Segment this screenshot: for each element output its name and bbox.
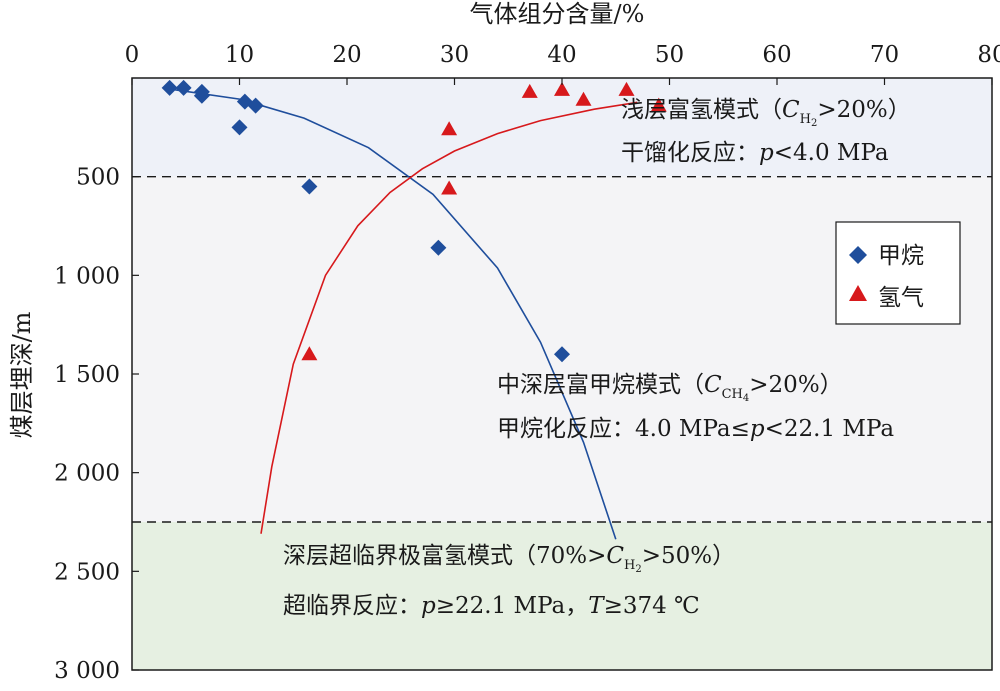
- y-axis-ticks: 500 1 000 1 500 2 000 2 500 3 000: [54, 165, 139, 684]
- x-tick-label: 50: [655, 42, 684, 68]
- x-tick-label: 0: [125, 42, 140, 68]
- y-tick-label: 500: [76, 165, 120, 191]
- shallow-zone-title: 浅层富氢模式（CH2>20%）: [621, 97, 911, 129]
- legend: 甲烷 氢气: [835, 221, 961, 325]
- hydrogen-data-point: [521, 83, 538, 98]
- x-tick-label: 10: [225, 42, 254, 68]
- legend-box: [835, 221, 961, 325]
- hydrogen-data-point: [618, 81, 635, 96]
- hydrogen-data-point: [441, 180, 458, 195]
- y-tick-label: 2 500: [54, 559, 120, 585]
- middle-zone-title: 中深层富甲烷模式（CCH4>20%）: [497, 372, 843, 404]
- deep-zone-background: [132, 522, 992, 670]
- methane-data-point: [231, 119, 248, 136]
- shallow-zone-reaction: 干馏化反应：p<4.0 MPa: [621, 140, 889, 166]
- hydrogen-trend-curve: [260, 101, 638, 534]
- legend-hydrogen-marker: [849, 285, 867, 301]
- shallow-zone-annotation: 浅层富氢模式（CH2>20%） 干馏化反应：p<4.0 MPa: [621, 97, 911, 166]
- y-tick-label: 1 500: [54, 362, 120, 388]
- hydrogen-data-point: [441, 121, 458, 136]
- y-axis-title: 煤层埋深/m: [8, 311, 36, 438]
- x-tick-label: 40: [547, 42, 576, 68]
- legend-methane-label: 甲烷: [878, 243, 924, 269]
- methane-data-point: [247, 97, 264, 114]
- hydrogen-data-point: [650, 97, 667, 112]
- middle-zone-reaction: 甲烷化反应：4.0 MPa≤p<22.1 MPa: [497, 416, 894, 442]
- x-tick-label: 70: [870, 42, 899, 68]
- legend-methane-marker: [849, 246, 867, 264]
- methane-data-point: [175, 79, 192, 96]
- hydrogen-data-point: [554, 81, 570, 96]
- hydrogen-data-point: [575, 91, 592, 106]
- deep-zone-annotation: 深层超临界极富氢模式（70%>CH2>50%） 超临界反应：p≥22.1 MPa…: [283, 543, 735, 619]
- deep-zone-reaction: 超临界反应：p≥22.1 MPa，T≥374 ℃: [283, 593, 700, 619]
- x-axis-ticks: 0 10 20 30 40 50 60 70 80: [125, 42, 1000, 85]
- methane-data-point: [161, 79, 178, 96]
- hydrogen-data-point: [301, 346, 318, 361]
- methane-data-point: [301, 178, 318, 195]
- x-tick-label: 80: [977, 42, 1000, 68]
- middle-zone-annotation: 中深层富甲烷模式（CCH4>20%） 甲烷化反应：4.0 MPa≤p<22.1 …: [497, 372, 894, 442]
- methane-data-point: [430, 239, 447, 256]
- y-tick-label: 1 000: [54, 263, 120, 289]
- y-tick-label: 2 000: [54, 461, 120, 487]
- deep-zone-title: 深层超临界极富氢模式（70%>CH2>50%）: [283, 543, 735, 575]
- legend-hydrogen-label: 氢气: [878, 285, 924, 311]
- data-markers: [161, 79, 667, 363]
- y-tick-label: 3 000: [54, 658, 120, 684]
- x-tick-label: 60: [762, 42, 791, 68]
- methane-data-point: [554, 346, 570, 363]
- methane-data-point: [193, 87, 210, 104]
- x-axis-title: 气体组分含量/%: [470, 0, 645, 28]
- x-tick-label: 20: [332, 42, 361, 68]
- x-tick-label: 30: [440, 42, 469, 68]
